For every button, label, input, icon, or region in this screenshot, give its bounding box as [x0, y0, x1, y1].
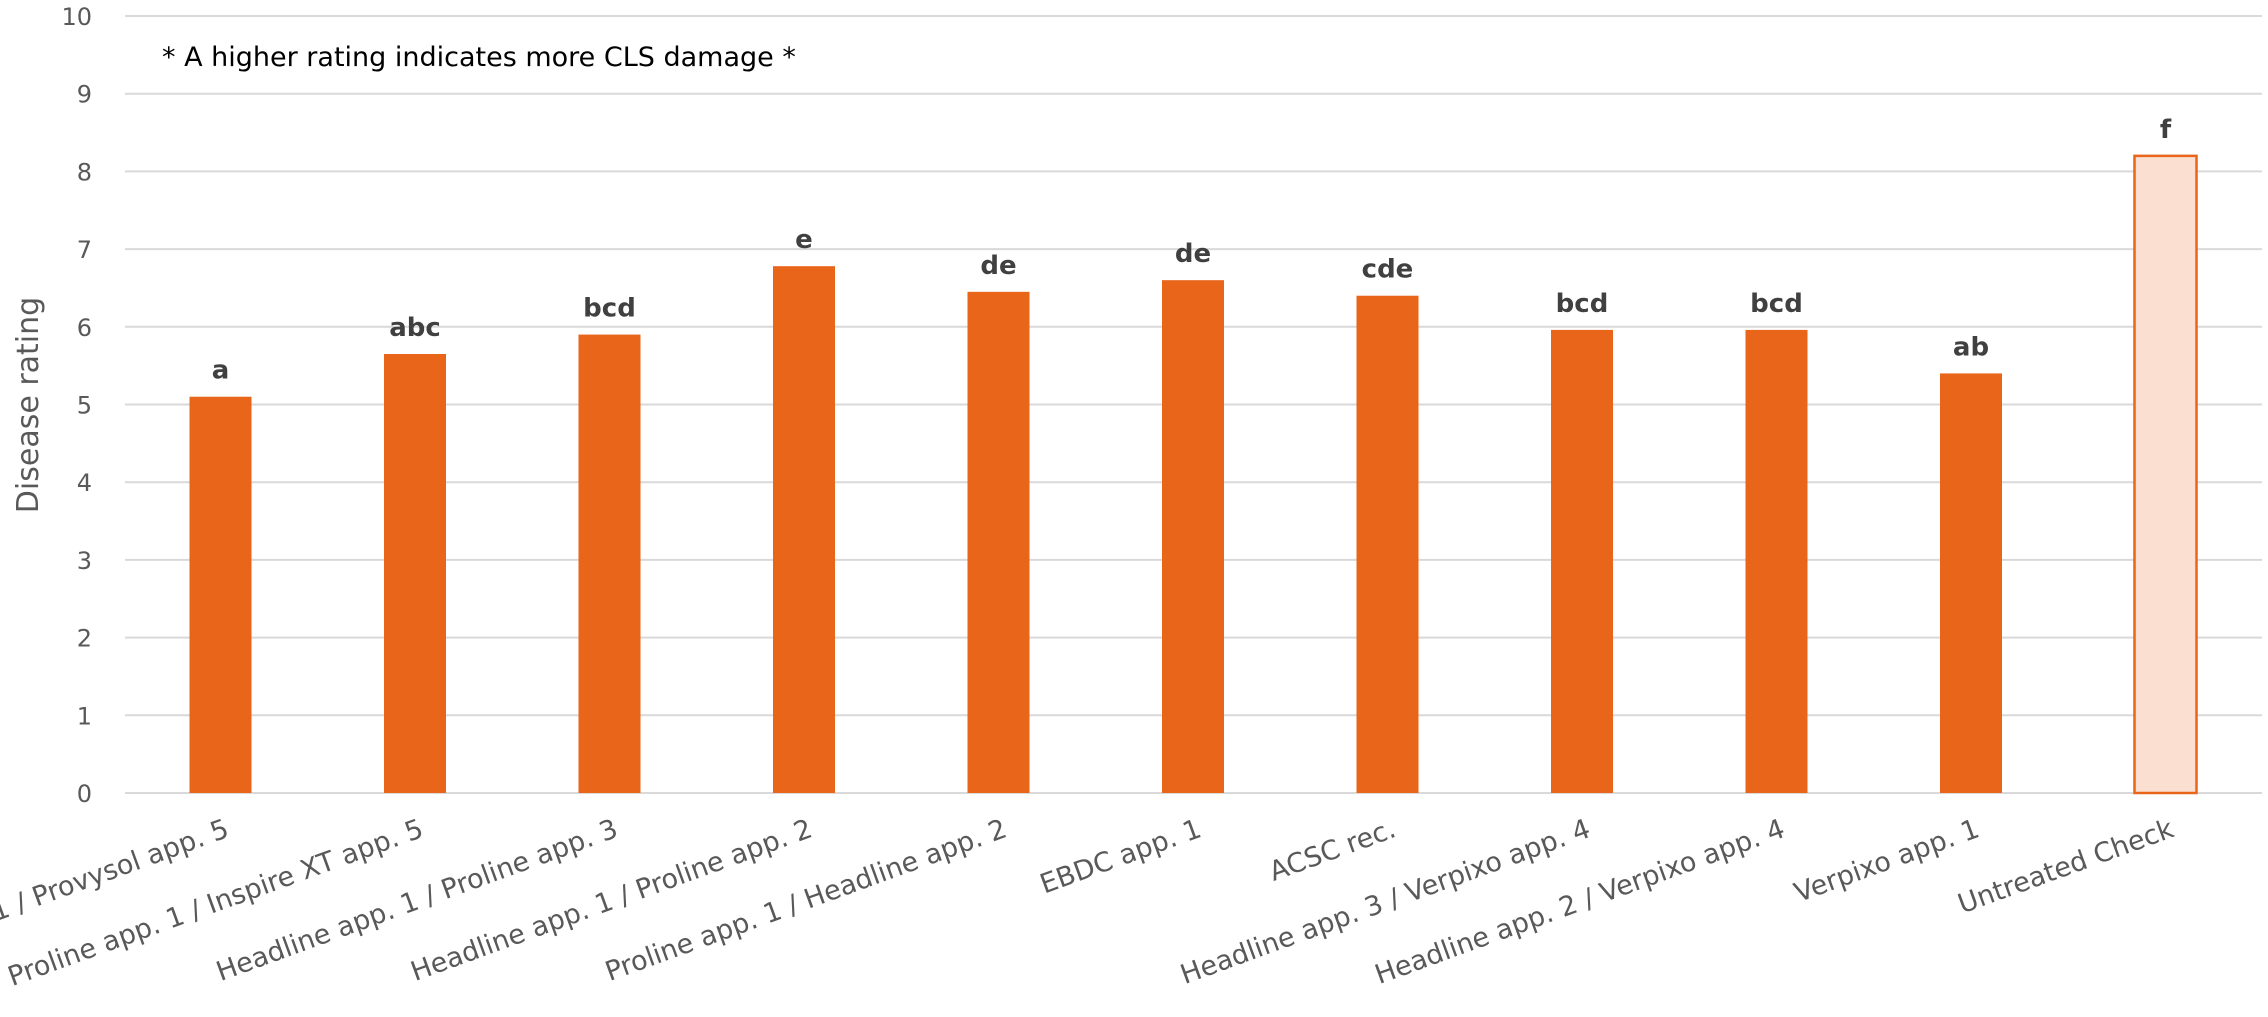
bar-significance-label: cde — [1362, 255, 1414, 285]
y-tick-label: 0 — [77, 780, 92, 808]
bar-significance-label: abc — [389, 313, 441, 343]
bar — [384, 353, 446, 793]
y-tick-label: 5 — [77, 392, 92, 420]
y-tick-label: 8 — [77, 158, 92, 186]
y-tick-label: 4 — [77, 469, 92, 497]
bar-significance-label: f — [2160, 115, 2172, 145]
bar — [1551, 329, 1613, 793]
bar-untreated-check — [2133, 154, 2198, 795]
y-tick-label: 2 — [77, 625, 92, 653]
bar — [773, 266, 835, 794]
bar-significance-label: bcd — [583, 294, 636, 324]
bar-significance-label: de — [1175, 239, 1211, 269]
bars — [189, 154, 2198, 795]
chart-annotation: * A higher rating indicates more CLS dam… — [162, 42, 796, 73]
y-axis-title: Disease rating — [11, 297, 46, 513]
y-tick-label: 9 — [77, 81, 92, 109]
bar — [1356, 295, 1419, 793]
bar — [967, 291, 1030, 793]
bar-significance-label: de — [980, 251, 1016, 281]
bar-significance-label: a — [212, 356, 230, 386]
x-tick-label: Untreated Check — [1954, 813, 2178, 920]
x-tick-label: ACSC rec. — [1265, 813, 1400, 887]
bar-significance-label: bcd — [1750, 289, 1803, 319]
bar-significance-label: ab — [1953, 332, 1989, 362]
y-tick-label: 3 — [77, 547, 92, 575]
bar — [1745, 329, 1808, 793]
bar — [578, 334, 641, 793]
bar — [1162, 280, 1224, 793]
y-axis-ticks: 0 1 2 3 4 5 6 7 8 9 10 — [61, 3, 92, 808]
y-tick-label: 1 — [77, 702, 92, 730]
bar-labels: a abc bcd e de de cde bcd bcd ab f — [212, 115, 2172, 386]
bar — [189, 396, 252, 793]
bar-significance-label: e — [795, 225, 813, 255]
y-tick-label: 10 — [61, 3, 92, 31]
y-tick-label: 7 — [77, 236, 92, 264]
x-tick-label: EBDC app. 1 — [1036, 813, 1205, 900]
bar — [1940, 373, 2002, 793]
y-tick-label: 6 — [77, 314, 92, 342]
bar-significance-label: bcd — [1556, 289, 1609, 319]
